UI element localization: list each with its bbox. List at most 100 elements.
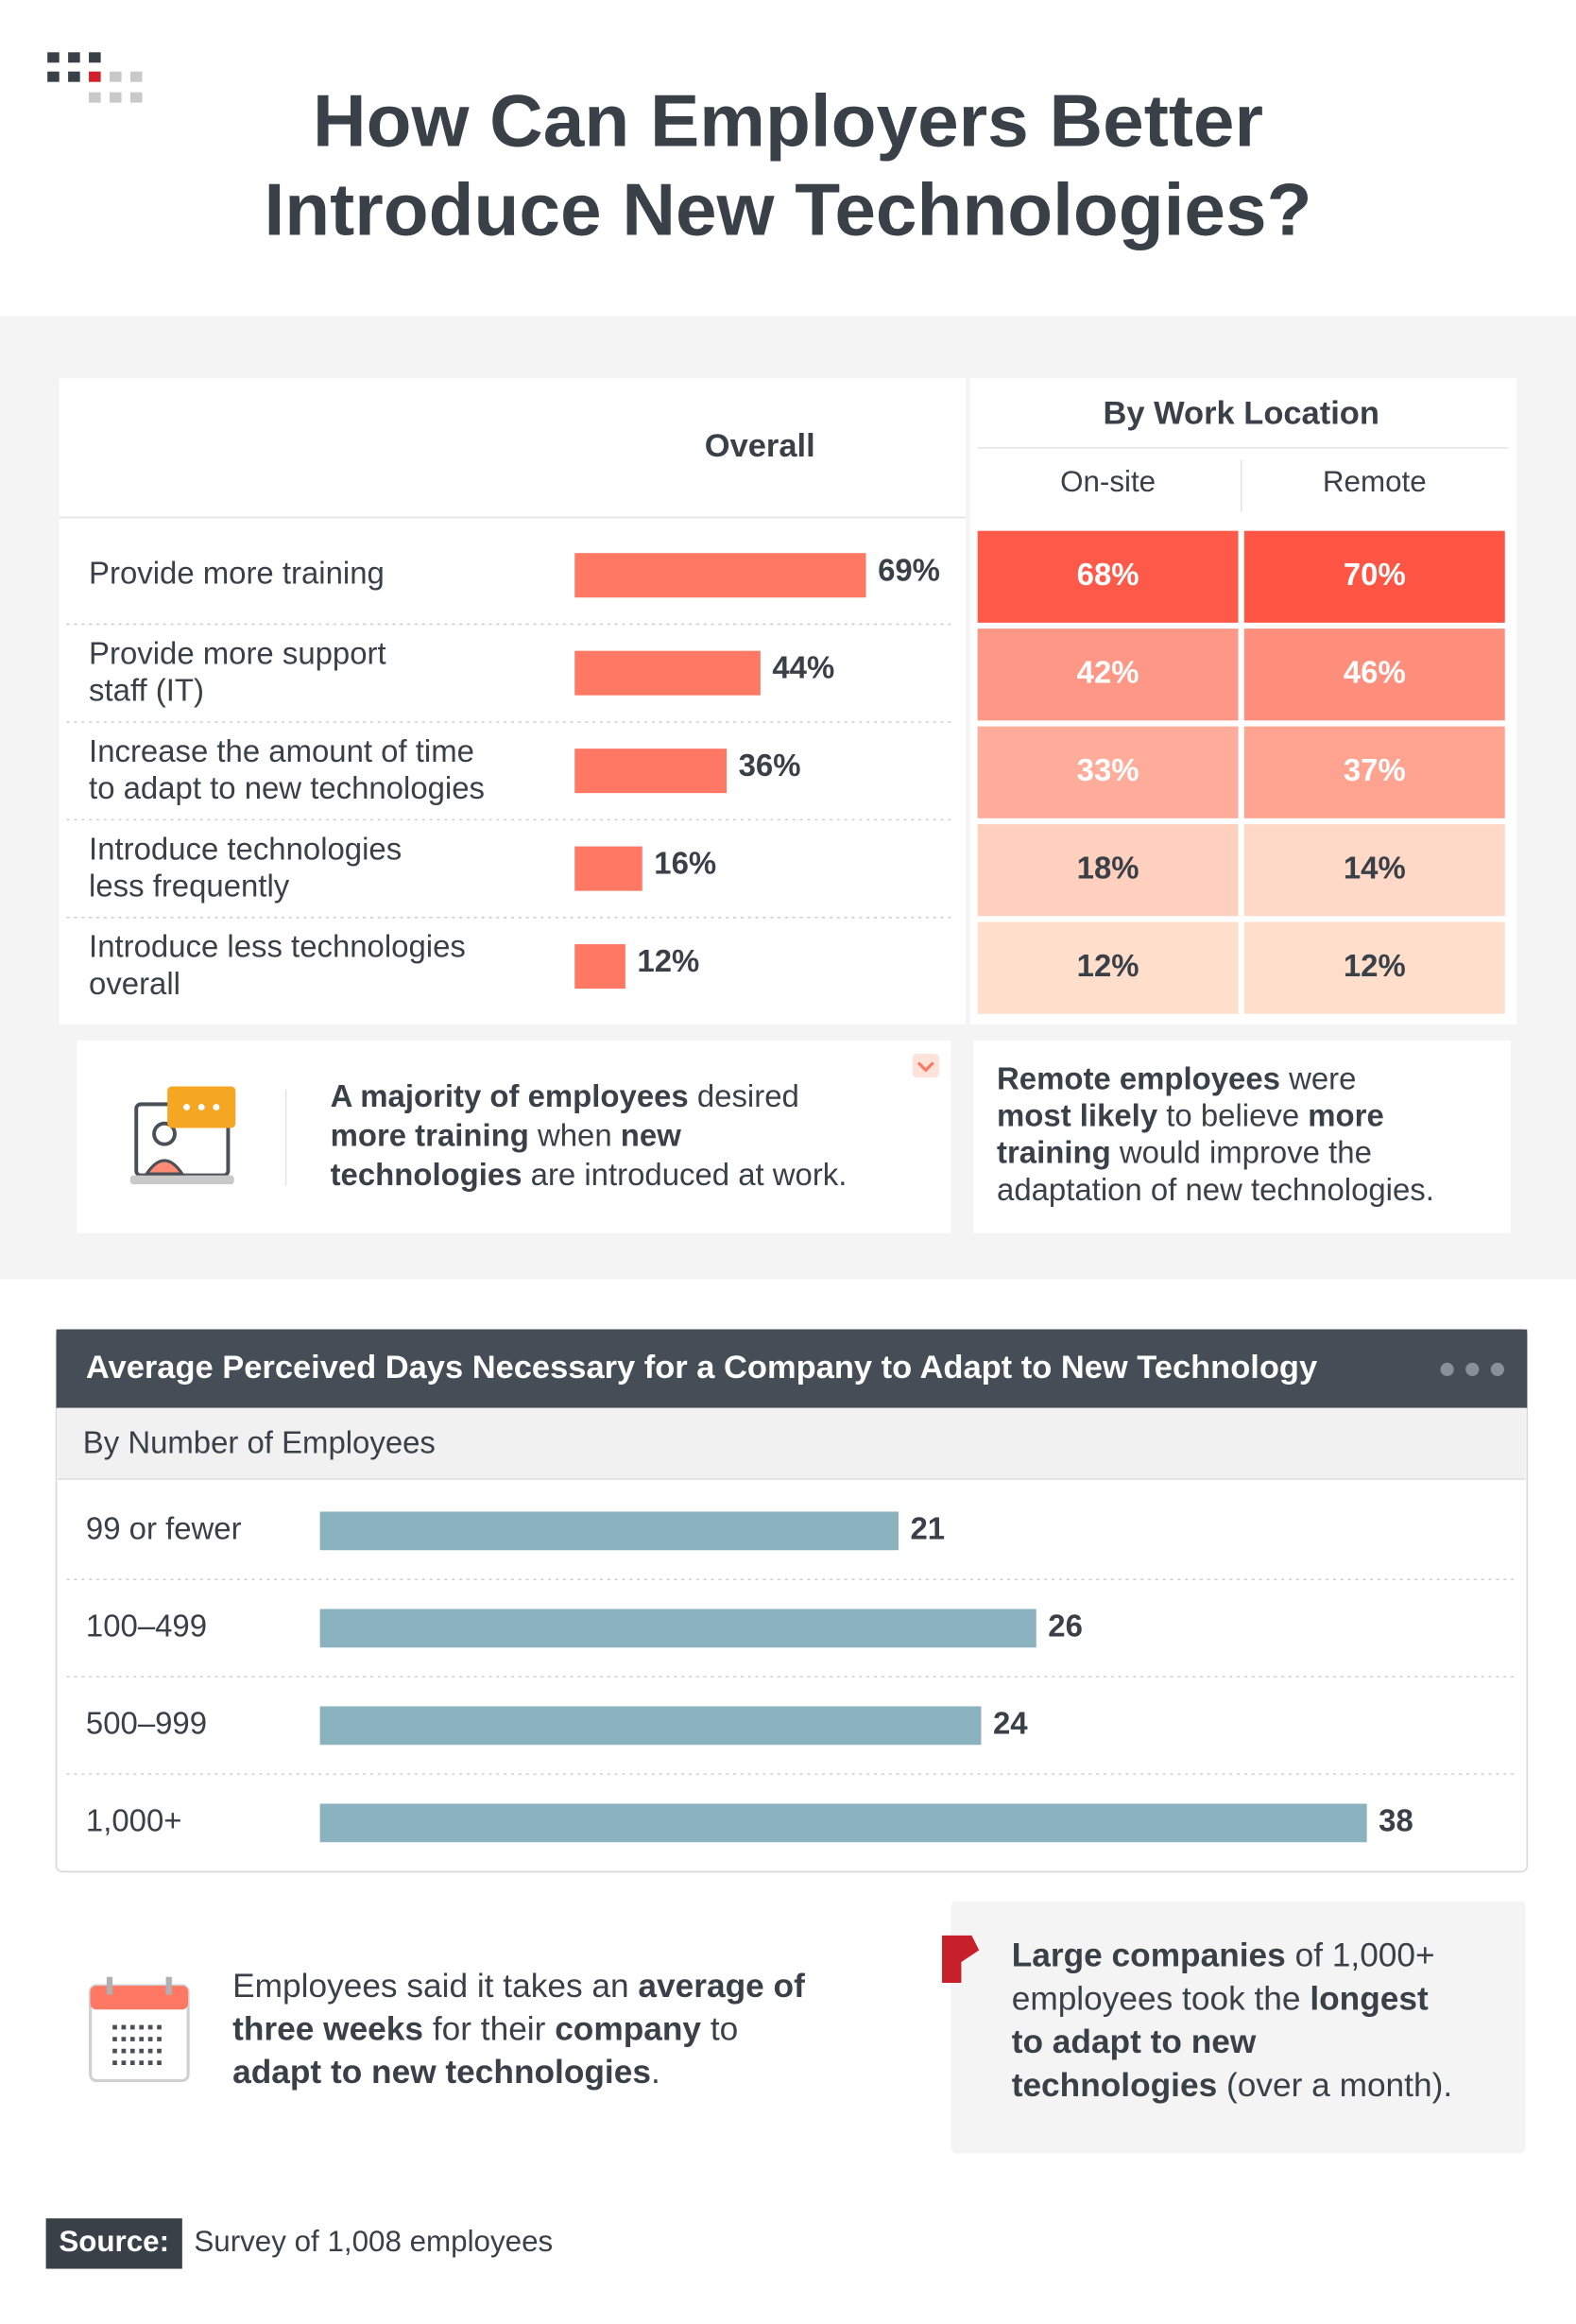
chevron-icon	[916, 1061, 934, 1073]
callout-segment: .	[651, 2054, 660, 2091]
source-label: Source:	[59, 2225, 169, 2258]
heat-cell	[1243, 628, 1505, 721]
callout-card	[972, 1040, 1512, 1233]
callout-segment: to	[701, 2011, 738, 2048]
row-label: 1,000+	[86, 1803, 182, 1838]
flag-icon	[942, 1935, 980, 1983]
value-label: 26	[1048, 1609, 1083, 1644]
column-header: Overall	[705, 428, 815, 464]
callout-card	[951, 1901, 1526, 2154]
callout-segment: desired	[689, 1078, 799, 1113]
heat-cell	[977, 824, 1239, 917]
cell-label: 70%	[1344, 557, 1406, 592]
cell-label: 46%	[1344, 654, 1406, 689]
callout-segment: most likely	[997, 1097, 1158, 1132]
callout-segment: for their	[423, 2011, 555, 2048]
source-text: Survey of 1,008 employees	[194, 2225, 553, 2258]
heat-cell	[977, 628, 1239, 721]
callout-segment: were	[1280, 1060, 1356, 1095]
chart-subtitle: By Number of Employees	[83, 1425, 436, 1460]
value-label: 24	[993, 1706, 1028, 1741]
row-label: 100–499	[86, 1609, 207, 1644]
cell-label: 18%	[1077, 850, 1139, 885]
callout-text: most likely to believe more	[997, 1097, 1384, 1132]
bar	[574, 749, 728, 794]
row-label: 99 or fewer	[86, 1511, 242, 1546]
value-label: 44%	[772, 650, 834, 685]
source-label-bg	[45, 2218, 182, 2269]
callout-segment: adapt to new technologies	[232, 2054, 651, 2091]
callout-segment: longest	[1310, 1981, 1429, 2018]
callout-segment: average of	[638, 1969, 805, 2006]
cell-label: 37%	[1344, 752, 1406, 787]
callout-segment: technologies	[1012, 2067, 1218, 2104]
value-label: 12%	[637, 943, 699, 978]
callout-segment: to adapt to new	[1012, 2024, 1257, 2061]
bar	[574, 944, 625, 990]
dot-icon	[1490, 1362, 1504, 1377]
value-label: 16%	[654, 846, 716, 881]
column-header: Remote	[1323, 465, 1427, 498]
callout-text: Employees said it takes an average of	[232, 1969, 805, 2006]
callout-segment: Large companies	[1012, 1937, 1286, 1974]
value-label: 36%	[739, 748, 801, 783]
callout-segment: would improve the	[1111, 1134, 1372, 1169]
dot-icon	[1440, 1362, 1454, 1377]
chevron-icon	[912, 1054, 939, 1078]
cell-label: 33%	[1077, 752, 1139, 787]
cell-label: 14%	[1344, 850, 1406, 885]
row-label: 500–999	[86, 1706, 207, 1741]
column-header: On-site	[1060, 465, 1156, 498]
bar	[319, 1609, 1036, 1648]
callout-segment: new	[621, 1117, 681, 1152]
row-label: Introduce less technologies overall	[89, 928, 466, 1000]
callout-text: employees took the longest	[1012, 1981, 1429, 2018]
callout-text: technologies (over a month).	[1012, 2067, 1452, 2104]
row-label: Provide more support staff (IT)	[89, 635, 386, 707]
callout-text: Remote employees were	[997, 1060, 1356, 1095]
callout-segment: of 1,000+	[1286, 1937, 1435, 1974]
callout-text: more training when new	[331, 1117, 682, 1152]
callout-segment: when	[529, 1117, 621, 1152]
callout-text: adaptation of new technologies.	[997, 1172, 1434, 1207]
chart-header-bg	[56, 1329, 1528, 1408]
callout-segment: Remote employees	[997, 1060, 1280, 1095]
header-bg	[0, 0, 1576, 317]
heat-cell	[1243, 824, 1505, 917]
callout-segment: are introduced at work.	[522, 1157, 848, 1192]
callout-card	[77, 1040, 951, 1233]
callout-text: to adapt to new	[1012, 2024, 1257, 2061]
row-label: Introduce technologies less frequently	[89, 831, 402, 903]
callout-text: adapt to new technologies.	[232, 2054, 660, 2091]
cell-label: 12%	[1077, 948, 1139, 983]
presenter-icon	[129, 1086, 236, 1185]
heat-cell	[977, 921, 1239, 1014]
heat-cell	[977, 530, 1239, 623]
page-title: How Can Employers Better Introduce New Te…	[265, 78, 1312, 250]
bar	[319, 1803, 1367, 1843]
chart-subheader-bg	[58, 1407, 1526, 1479]
value-label: 38	[1379, 1803, 1413, 1838]
row-label: Provide more training	[89, 555, 385, 590]
dot-icon	[1465, 1362, 1480, 1377]
callout-text: technologies are introduced at work.	[331, 1157, 848, 1192]
bar	[319, 1706, 982, 1746]
heat-cell	[1243, 726, 1505, 818]
table-card	[59, 378, 967, 1024]
callout-segment: three weeks	[232, 2011, 423, 2048]
logo	[47, 52, 143, 103]
callout-text: training would improve the	[997, 1134, 1372, 1169]
column-header: By Work Location	[1104, 396, 1379, 432]
row-label: Increase the amount of time to adapt to n…	[89, 733, 485, 805]
callout-segment: more	[1308, 1097, 1383, 1132]
heat-cell	[1243, 530, 1505, 623]
callout-segment: adaptation of new technologies.	[997, 1172, 1434, 1207]
callout-segment: training	[997, 1134, 1111, 1169]
calendar-icon	[89, 1976, 190, 2083]
callout-segment: to believe	[1157, 1097, 1308, 1132]
bar	[319, 1511, 899, 1551]
bar	[574, 846, 642, 891]
cell-label: 12%	[1344, 948, 1406, 983]
